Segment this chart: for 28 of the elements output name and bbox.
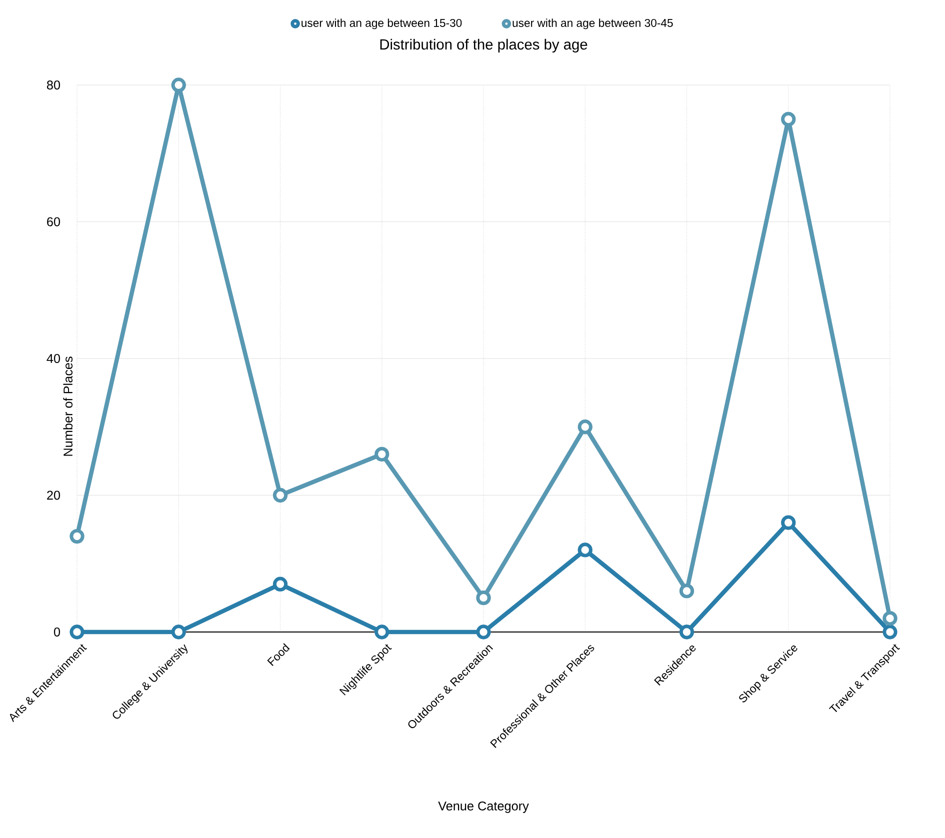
y-tick-label: 0 (54, 628, 60, 636)
point (374, 624, 390, 640)
point (476, 590, 491, 606)
point (171, 624, 186, 640)
point (70, 624, 84, 640)
point (70, 528, 84, 544)
y-tick-label: 80 (46, 80, 60, 90)
legend-label: user with an age between 30-45 (512, 18, 673, 30)
point (374, 446, 390, 462)
y-tick-label: 60 (47, 217, 60, 226)
point (476, 624, 491, 640)
legend-label: user with an age between 15-30 (302, 18, 462, 30)
point (272, 576, 288, 592)
chart-title: Distribution of the places by age (380, 38, 588, 53)
point (679, 624, 694, 640)
point (781, 112, 796, 127)
point (578, 420, 592, 434)
point (679, 584, 694, 598)
point (781, 515, 796, 530)
point (882, 624, 898, 640)
point (171, 78, 186, 92)
point (882, 610, 898, 626)
y-axis-title: Number of Places (63, 356, 73, 456)
point (578, 542, 592, 558)
point (272, 488, 288, 503)
y-tick-label: 40 (46, 354, 60, 363)
y-tick-label: 20 (47, 490, 60, 500)
x-axis-title: Venue Category (438, 801, 529, 813)
